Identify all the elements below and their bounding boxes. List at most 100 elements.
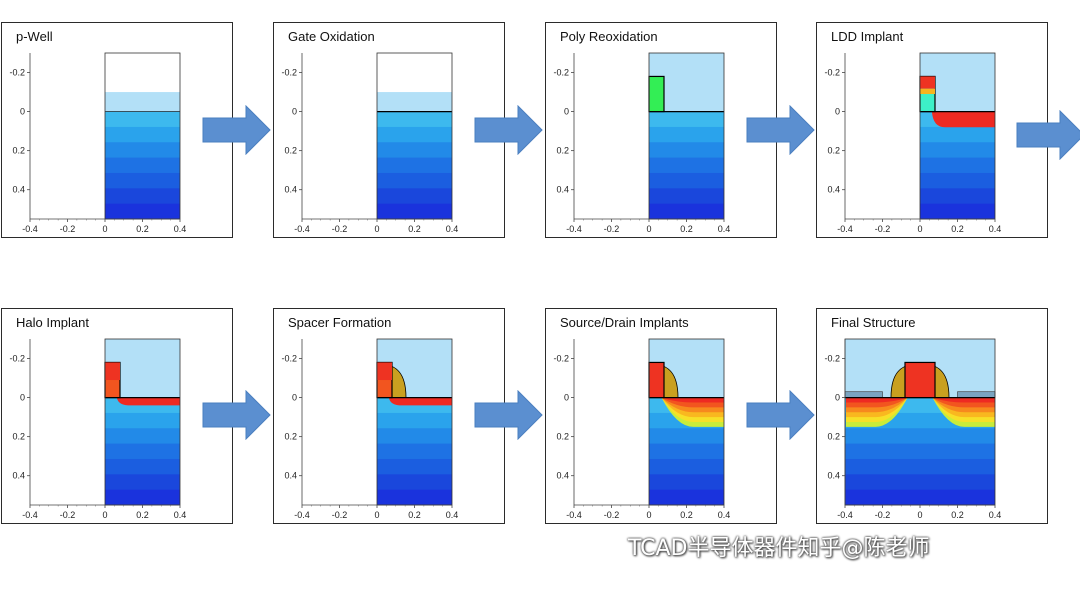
y-tick-label: 0.2 bbox=[284, 432, 297, 442]
x-tick-label: 0.4 bbox=[718, 510, 731, 520]
x-tick-label: 0 bbox=[374, 510, 379, 520]
right-arrow-icon bbox=[1016, 110, 1080, 160]
silicon-doping-band bbox=[105, 157, 180, 174]
silicon-doping-band bbox=[377, 203, 452, 220]
silicon-doping-band bbox=[105, 412, 180, 429]
contact-right bbox=[957, 391, 996, 398]
y-tick-label: 0.4 bbox=[284, 185, 297, 195]
panel-title: Halo Implant bbox=[16, 315, 89, 330]
poly-gate bbox=[904, 361, 936, 399]
watermark: TCAD半导体器件知乎@陈老师 bbox=[598, 530, 930, 562]
x-tick-label: 0 bbox=[646, 510, 651, 520]
panel-title: Source/Drain Implants bbox=[560, 315, 689, 330]
watermark-text: TCAD半导体器件知乎@陈老师 bbox=[628, 536, 930, 561]
silicon-doping-band bbox=[845, 474, 995, 491]
panel-title: Poly Reoxidation bbox=[560, 29, 658, 44]
right-arrow-icon bbox=[474, 105, 543, 155]
structure-plot bbox=[376, 52, 453, 220]
oxide-region bbox=[377, 92, 452, 112]
y-tick-label: 0.4 bbox=[556, 185, 569, 195]
x-tick-label: -0.4 bbox=[566, 224, 582, 234]
y-tick-label: -0.2 bbox=[9, 68, 25, 78]
silicon-doping-band bbox=[845, 458, 995, 475]
x-tick-label: 0 bbox=[374, 224, 379, 234]
x-tick-label: -0.4 bbox=[837, 510, 853, 520]
silicon-doping-band bbox=[105, 142, 180, 159]
x-tick-label: 0 bbox=[102, 224, 107, 234]
poly-gate-doped bbox=[920, 88, 935, 95]
silicon-doping-band bbox=[845, 443, 995, 460]
silicon-doping-band bbox=[920, 172, 995, 189]
axes: -0.4 -0.2 0 0.2 0.4 -0.2 0 0.2 0.4 bbox=[281, 53, 458, 234]
panel-title: Spacer Formation bbox=[288, 315, 392, 330]
y-tick-label: -0.2 bbox=[9, 354, 25, 364]
structure-plot bbox=[104, 52, 181, 220]
axes: -0.4 -0.2 0 0.2 0.4 -0.2 0 0.2 0.4 bbox=[9, 53, 186, 234]
right-arrow-icon bbox=[746, 390, 815, 440]
y-tick-label: 0.4 bbox=[12, 471, 25, 481]
silicon-doping-band bbox=[649, 111, 724, 128]
process-step-panel: -0.4 -0.2 0 0.2 0.4 -0.2 0 0.2 0.4 Source/Drain I… bbox=[545, 308, 777, 524]
x-tick-label: 0 bbox=[646, 224, 651, 234]
x-tick-label: -0.2 bbox=[60, 224, 76, 234]
silicon-doping-band bbox=[649, 458, 724, 475]
x-tick-label: -0.4 bbox=[22, 510, 38, 520]
silicon-doping-band bbox=[105, 172, 180, 189]
y-tick-label: -0.2 bbox=[553, 68, 569, 78]
y-tick-label: 0.2 bbox=[827, 432, 840, 442]
x-tick-label: 0 bbox=[917, 510, 922, 520]
y-tick-label: 0 bbox=[292, 107, 297, 117]
y-tick-label: 0 bbox=[20, 393, 25, 403]
y-tick-label: 0.2 bbox=[12, 432, 25, 442]
source-drain-profile bbox=[651, 397, 724, 403]
silicon-doping-band bbox=[105, 458, 180, 475]
silicon-doping-band bbox=[920, 203, 995, 220]
silicon-doping-band bbox=[649, 203, 724, 220]
x-tick-label: 0.2 bbox=[680, 224, 693, 234]
silicon-doping-band bbox=[377, 412, 452, 429]
axes: -0.4 -0.2 0 0.2 0.4 -0.2 0 0.2 0.4 bbox=[281, 339, 458, 520]
x-tick-label: 0.4 bbox=[989, 224, 1002, 234]
x-tick-label: 0.4 bbox=[446, 224, 459, 234]
implant-profile bbox=[389, 397, 452, 406]
silicon-doping-band bbox=[649, 172, 724, 189]
silicon-doping-band bbox=[920, 157, 995, 174]
y-tick-label: 0.4 bbox=[284, 471, 297, 481]
silicon-doping-band bbox=[105, 203, 180, 220]
silicon-doping-band bbox=[377, 111, 452, 128]
y-tick-label: 0 bbox=[564, 107, 569, 117]
source-drain-profile bbox=[846, 397, 920, 403]
silicon-doping-band bbox=[377, 188, 452, 205]
x-tick-label: 0.2 bbox=[408, 224, 421, 234]
oxide-region bbox=[105, 92, 180, 112]
silicon-doping-band bbox=[845, 489, 995, 506]
y-tick-label: 0.4 bbox=[827, 471, 840, 481]
y-tick-label: 0.2 bbox=[284, 146, 297, 156]
silicon-doping-band bbox=[649, 489, 724, 506]
x-tick-label: -0.4 bbox=[837, 224, 853, 234]
panel-title: p-Well bbox=[16, 29, 53, 44]
silicon-doping-band bbox=[377, 443, 452, 460]
x-tick-label: -0.4 bbox=[22, 224, 38, 234]
x-tick-label: 0.2 bbox=[136, 510, 149, 520]
axes: -0.4 -0.2 0 0.2 0.4 -0.2 0 0.2 0.4 bbox=[824, 53, 1001, 234]
silicon-doping-band bbox=[377, 126, 452, 143]
structure-plot bbox=[376, 338, 453, 506]
process-step-panel: -0.4 -0.2 0 0.2 0.4 -0.2 0 0.2 0.4 p-Well bbox=[1, 22, 233, 238]
silicon-doping-band bbox=[105, 428, 180, 445]
right-arrow-icon bbox=[474, 390, 543, 440]
right-arrow-icon bbox=[202, 390, 271, 440]
x-tick-label: 0.2 bbox=[680, 510, 693, 520]
y-tick-label: -0.2 bbox=[824, 68, 840, 78]
x-tick-label: 0 bbox=[917, 224, 922, 234]
axes: -0.4 -0.2 0 0.2 0.4 -0.2 0 0.2 0.4 bbox=[553, 339, 730, 520]
structure-plot bbox=[919, 52, 996, 220]
y-tick-label: 0.4 bbox=[556, 471, 569, 481]
x-tick-label: -0.4 bbox=[294, 224, 310, 234]
y-tick-label: 0.4 bbox=[827, 185, 840, 195]
implant-profile bbox=[932, 111, 995, 128]
process-step-panel: -0.4 -0.2 0 0.2 0.4 -0.2 0 0.2 0.4 LDD Implant bbox=[816, 22, 1048, 238]
silicon-doping-band bbox=[649, 157, 724, 174]
panel-title: LDD Implant bbox=[831, 29, 904, 44]
right-arrow-icon bbox=[746, 105, 815, 155]
